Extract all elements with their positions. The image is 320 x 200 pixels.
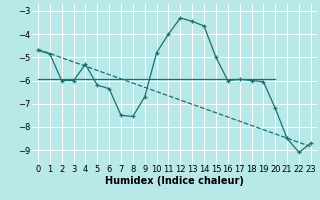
X-axis label: Humidex (Indice chaleur): Humidex (Indice chaleur) [105,176,244,186]
